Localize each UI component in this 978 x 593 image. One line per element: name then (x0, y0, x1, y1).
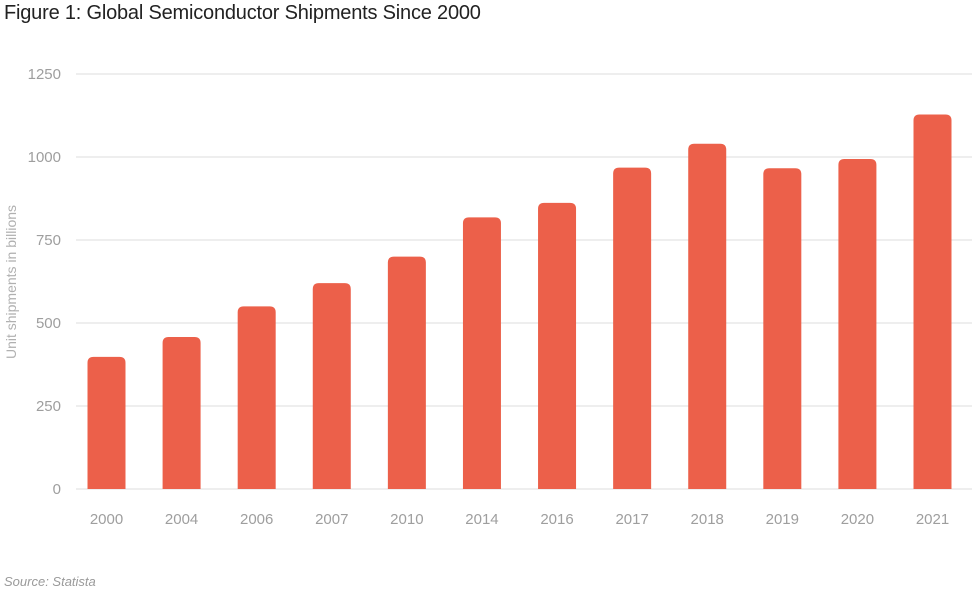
x-tick-label: 2006 (240, 511, 273, 528)
y-tick-label: 0 (53, 481, 61, 498)
bar-2018 (688, 143, 727, 489)
bar-2010 (387, 256, 426, 489)
source-note: Source: Statista (4, 574, 96, 589)
y-tick-label: 1000 (28, 149, 61, 166)
y-axis-title: Unit shipments in billions (3, 205, 19, 359)
bar-2020 (838, 158, 877, 489)
bar-2000 (87, 356, 126, 489)
x-tick-label: 2007 (315, 511, 348, 528)
y-tick-label: 500 (36, 315, 61, 332)
x-tick-label: 2021 (916, 511, 949, 528)
x-tick-label: 2016 (540, 511, 573, 528)
chart-title: Figure 1: Global Semiconductor Shipments… (4, 2, 481, 24)
bar-2007 (312, 283, 351, 489)
x-tick-label: 2017 (615, 511, 648, 528)
gridlines (76, 73, 972, 490)
bar-2014 (462, 217, 501, 489)
y-tick-label: 250 (36, 398, 61, 415)
bar-2006 (237, 306, 276, 489)
bar-2004 (162, 336, 201, 489)
x-tick-label: 2020 (841, 511, 874, 528)
bar-2016 (538, 202, 577, 490)
x-tick-label: 2018 (691, 511, 724, 528)
x-tick-label: 2000 (90, 511, 123, 528)
x-tick-label: 2014 (465, 511, 498, 528)
bars (87, 114, 952, 490)
bar-2017 (613, 167, 652, 489)
x-axis-ticks: 2000 2004 2006 2007 2010 2014 2016 2017 2018 2019… (90, 511, 949, 528)
x-tick-label: 2004 (165, 511, 198, 528)
y-axis-ticks: 0 250 500 750 1000 1250 (28, 66, 61, 498)
x-tick-label: 2019 (766, 511, 799, 528)
y-tick-label: 750 (36, 232, 61, 249)
bar-2021 (913, 114, 952, 489)
bar-2019 (763, 168, 802, 489)
x-tick-label: 2010 (390, 511, 423, 528)
y-tick-label: 1250 (28, 66, 61, 83)
